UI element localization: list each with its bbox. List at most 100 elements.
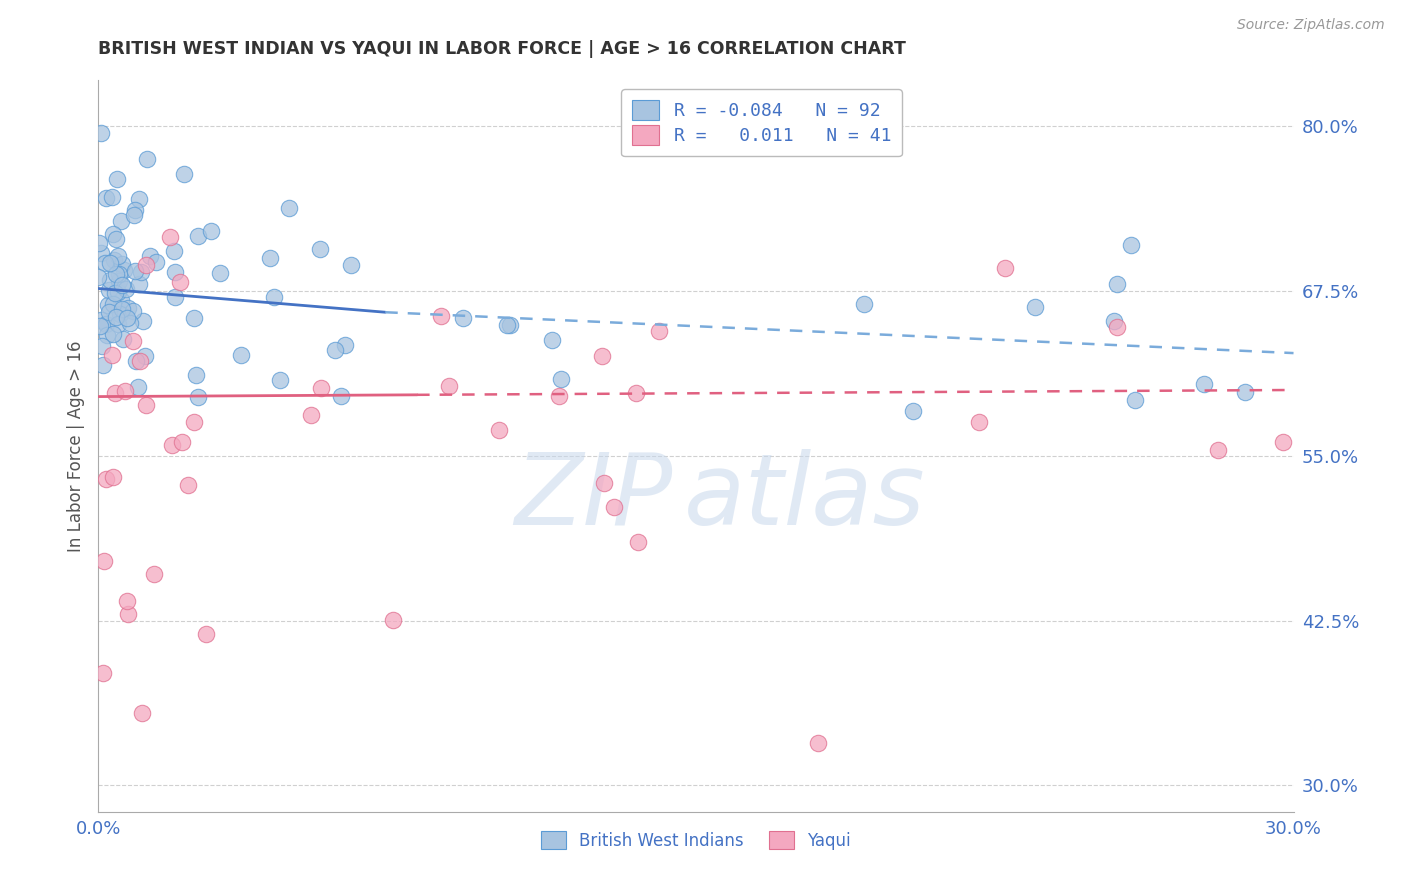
Point [89, 235, 111, 250]
Point [852, 297, 875, 311]
Point [90, 246, 112, 260]
Point [101, 470, 124, 484]
Point [93, 554, 115, 568]
Point [1024, 301, 1046, 315]
Point [259, 251, 281, 265]
Point [131, 314, 153, 328]
Point [90, 338, 112, 352]
Point [89, 319, 111, 334]
Point [163, 289, 186, 303]
Point [1121, 238, 1143, 252]
Point [1206, 442, 1229, 457]
Point [135, 398, 157, 412]
Point [125, 354, 148, 368]
Point [323, 343, 346, 357]
Point [593, 476, 616, 491]
Point [100, 348, 122, 362]
Point [160, 438, 183, 452]
Text: Source: ZipAtlas.com: Source: ZipAtlas.com [1237, 18, 1385, 32]
Point [94, 191, 117, 205]
Point [901, 403, 924, 417]
Point [195, 627, 218, 641]
Point [169, 275, 191, 289]
Point [94, 318, 117, 332]
Point [108, 307, 131, 321]
Point [105, 268, 128, 282]
Point [103, 253, 125, 268]
Point [94, 472, 117, 486]
Point [807, 735, 830, 749]
Point [91, 666, 114, 681]
Point [90, 312, 112, 326]
Point [104, 231, 127, 245]
Point [101, 190, 124, 204]
Point [335, 338, 357, 352]
Point [107, 249, 129, 263]
Point [263, 290, 285, 304]
Point [108, 267, 131, 281]
Point [107, 274, 129, 288]
Point [591, 349, 613, 363]
Point [112, 263, 135, 277]
Point [110, 293, 132, 307]
Point [340, 258, 363, 272]
Point [1192, 376, 1215, 391]
Point [200, 224, 222, 238]
Point [100, 272, 122, 286]
Point [1123, 392, 1146, 407]
Point [128, 277, 150, 291]
Point [499, 318, 522, 332]
Point [112, 331, 135, 345]
Point [177, 478, 200, 492]
Legend: British West Indians, Yaqui: British West Indians, Yaqui [533, 823, 859, 858]
Point [129, 354, 152, 368]
Point [110, 214, 132, 228]
Text: atlas: atlas [685, 449, 925, 546]
Point [145, 254, 167, 268]
Point [124, 264, 146, 278]
Point [101, 227, 124, 241]
Point [187, 229, 209, 244]
Point [184, 368, 207, 382]
Point [309, 242, 332, 256]
Point [135, 153, 157, 167]
Point [101, 326, 124, 341]
Point [173, 167, 195, 181]
Point [142, 567, 165, 582]
Point [163, 244, 186, 259]
Text: BRITISH WEST INDIAN VS YAQUI IN LABOR FORCE | AGE > 16 CORRELATION CHART: BRITISH WEST INDIAN VS YAQUI IN LABOR FO… [98, 40, 907, 58]
Y-axis label: In Labor Force | Age > 16: In Labor Force | Age > 16 [66, 340, 84, 552]
Point [96, 327, 118, 342]
Point [187, 390, 209, 404]
Point [111, 278, 134, 293]
Point [1105, 320, 1128, 334]
Point [626, 535, 648, 549]
Point [309, 380, 332, 394]
Point [105, 172, 128, 186]
Point [90, 126, 112, 140]
Point [1102, 313, 1125, 327]
Point [87, 270, 110, 285]
Point [131, 706, 153, 720]
Point [107, 285, 129, 300]
Point [121, 334, 143, 349]
Point [117, 301, 139, 315]
Point [159, 230, 181, 244]
Point [103, 297, 125, 311]
Point [122, 208, 145, 222]
Point [453, 311, 475, 326]
Point [1233, 384, 1256, 399]
Point [994, 261, 1017, 276]
Point [121, 304, 143, 318]
Point [128, 192, 150, 206]
Point [97, 304, 120, 318]
Point [115, 311, 138, 326]
Point [648, 324, 671, 338]
Point [382, 613, 405, 627]
Point [163, 265, 186, 279]
Point [115, 594, 138, 608]
Point [967, 415, 990, 429]
Point [1105, 277, 1128, 291]
Point [430, 309, 453, 323]
Point [437, 379, 460, 393]
